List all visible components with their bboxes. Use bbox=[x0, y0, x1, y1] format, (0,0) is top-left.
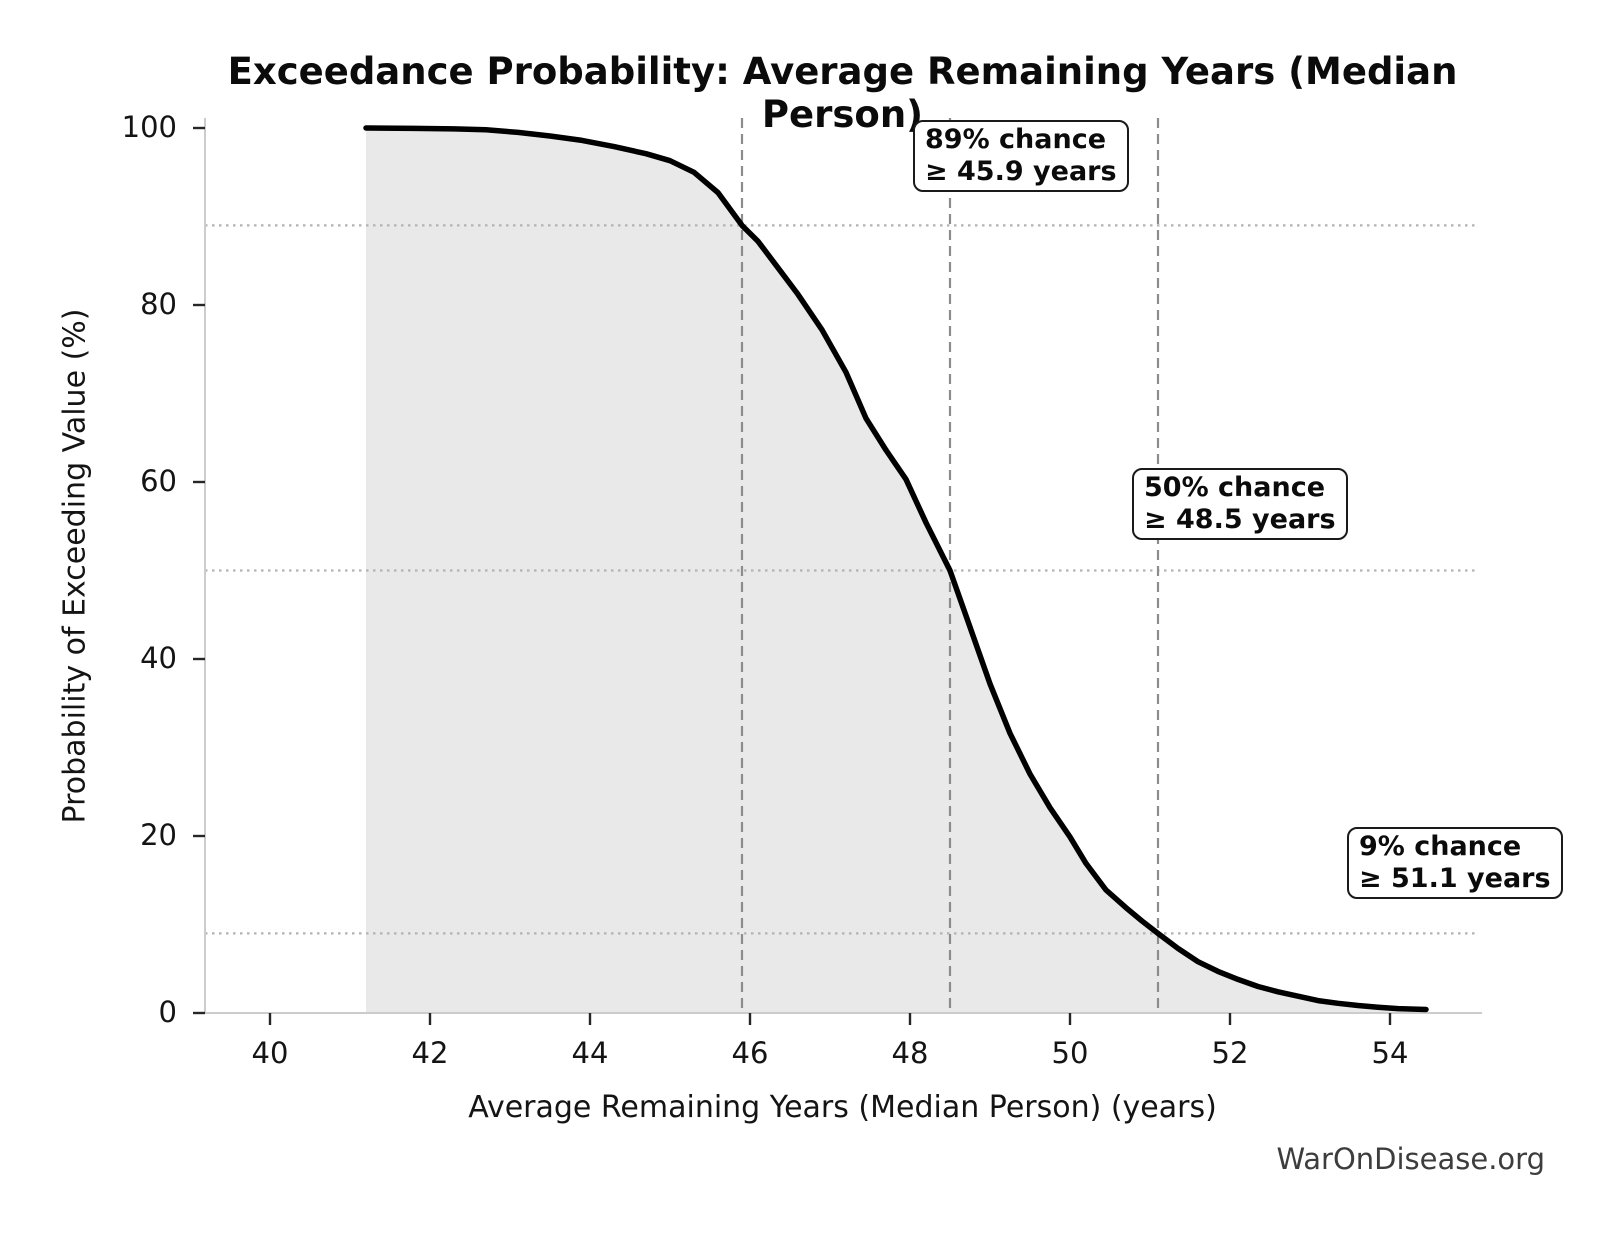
annotation-50pct: 50% chance ≥ 48.5 years bbox=[1132, 468, 1348, 540]
x-tick-label: 40 bbox=[251, 1036, 289, 1070]
y-tick-label: 20 bbox=[140, 818, 177, 852]
y-axis-label: Probability of Exceeding Value (%) bbox=[57, 308, 93, 824]
annotation-50pct-line1: 50% chance bbox=[1144, 472, 1326, 503]
x-tick-label: 52 bbox=[1211, 1036, 1249, 1070]
curve-fill-area bbox=[366, 128, 1426, 1013]
annotation-9pct-line1: 9% chance bbox=[1359, 831, 1522, 862]
x-tick-label: 54 bbox=[1371, 1036, 1409, 1070]
x-tick-label: 50 bbox=[1051, 1036, 1089, 1070]
y-tick-label: 0 bbox=[158, 995, 177, 1029]
x-tick-label: 42 bbox=[411, 1036, 449, 1070]
annotation-9pct: 9% chance ≥ 51.1 years bbox=[1347, 827, 1563, 899]
annotation-89pct-line2: ≥ 45.9 years bbox=[925, 156, 1117, 187]
y-tick-label: 60 bbox=[140, 464, 177, 498]
y-tick-label: 80 bbox=[140, 287, 177, 321]
x-tick-label: 46 bbox=[731, 1036, 769, 1070]
annotation-50pct-line2: ≥ 48.5 years bbox=[1144, 504, 1336, 535]
x-tick-label: 44 bbox=[571, 1036, 609, 1070]
exceedance-curve bbox=[363, 125, 1429, 1013]
x-axis-label: Average Remaining Years (Median Person) … bbox=[468, 1090, 1217, 1125]
annotation-9pct-line2: ≥ 51.1 years bbox=[1359, 863, 1551, 894]
x-tick-label: 48 bbox=[891, 1036, 929, 1070]
source-watermark: WarOnDisease.org bbox=[1276, 1142, 1545, 1176]
y-tick-label: 40 bbox=[140, 641, 177, 675]
annotation-89pct-line1: 89% chance bbox=[925, 124, 1107, 155]
chart-title: Exceedance Probability: Average Remainin… bbox=[227, 50, 1458, 136]
annotation-89pct: 89% chance ≥ 45.9 years bbox=[913, 120, 1129, 192]
y-tick-label: 100 bbox=[121, 110, 177, 144]
